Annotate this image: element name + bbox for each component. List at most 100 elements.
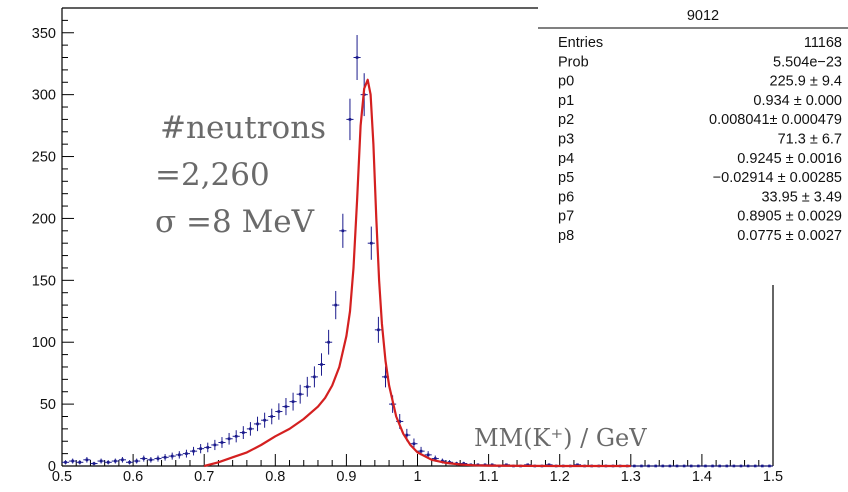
histogram-bin [211, 439, 219, 451]
x-axis-label: MM(K⁺) / GeV [474, 424, 647, 452]
annotation-group: #neutrons =2,260 σ =8 MeV [155, 110, 326, 240]
histogram-bin [125, 460, 134, 465]
histogram-bin [332, 290, 340, 320]
y-tick-label: 100 [32, 335, 56, 351]
histogram-bin [253, 416, 262, 432]
y-tick-label: 250 [32, 150, 56, 166]
histogram-bin [289, 392, 297, 411]
stats-row-value: 33.95 ± 3.49 [761, 189, 842, 205]
histogram-bin [659, 464, 667, 468]
histogram-bin [701, 464, 710, 468]
histogram-bin [353, 35, 361, 80]
histogram-bin [140, 455, 148, 462]
histogram-bin [645, 464, 653, 468]
histogram-bin [716, 464, 724, 468]
fit-line [203, 78, 631, 468]
stats-box-title: 9012 [687, 8, 719, 24]
histogram-bin [709, 464, 717, 468]
y-tick-label: 0 [48, 459, 56, 475]
histogram-bin [97, 458, 105, 464]
histogram-bin [147, 457, 155, 463]
x-tick-label: 1 [413, 469, 421, 485]
histogram-bin [83, 457, 91, 463]
stats-row-label: p3 [558, 132, 574, 148]
histogram-bin [730, 464, 738, 468]
histogram-bin [268, 408, 276, 425]
stats-row-label: p7 [558, 209, 574, 225]
stats-row-value: 0.0775 ± 0.0027 [737, 228, 842, 244]
stats-row-label: p4 [558, 151, 574, 167]
stats-row-value: 0.9245 ± 0.0016 [737, 151, 842, 167]
histogram-bin [90, 461, 98, 466]
histogram-bin [76, 460, 84, 465]
histogram-bin [111, 458, 119, 464]
histogram-bin [197, 444, 205, 454]
stats-row-label: p8 [558, 228, 574, 244]
histogram-bin [346, 98, 354, 141]
histogram-bin [367, 226, 375, 260]
stats-row-label: p6 [558, 189, 574, 205]
stats-row-value: 0.934 ± 0.000 [753, 93, 842, 109]
x-tick-label: 1.5 [763, 469, 783, 485]
histogram-bin [275, 403, 283, 420]
histogram-bin [374, 316, 382, 343]
histogram-bin [182, 449, 190, 458]
y-tick-label: 50 [40, 397, 56, 413]
histogram-bin [154, 455, 162, 462]
histogram-bin [744, 464, 752, 468]
y-tick-label: 350 [32, 26, 56, 42]
histogram-bin [339, 213, 347, 248]
histogram-bin [680, 464, 688, 468]
histogram-bin [175, 451, 183, 459]
histogram-bin [133, 458, 141, 464]
histogram-bin [239, 426, 247, 440]
histogram-bin [310, 366, 318, 388]
histogram-bin [118, 457, 126, 463]
histogram-bin [317, 353, 326, 376]
stats-row-value: −0.02914 ± 0.00285 [713, 170, 842, 186]
histogram-bin [673, 464, 681, 468]
annotation-neutrons-label: #neutrons [160, 110, 326, 146]
histogram-bin [62, 460, 70, 465]
histogram-bin [303, 376, 311, 397]
stats-row-label: Entries [558, 35, 603, 51]
histogram-bin [737, 464, 745, 468]
histogram-bin [630, 464, 638, 468]
x-tick-label: 0.5 [52, 469, 72, 485]
stats-row-value: 5.504e−23 [773, 54, 842, 70]
stats-row-value: 11168 [804, 35, 842, 51]
x-tick-label: 1.3 [621, 469, 641, 485]
histogram-bin [758, 464, 766, 468]
histogram-bin [687, 464, 695, 468]
histogram-bin [296, 384, 304, 404]
plot-axes: 0.5 0.6 0.7 0.8 0.9 1 1.1 1.2 1.3 1.4 1.5 0 50 100 150… [32, 7, 783, 485]
stats-row-value: 0.8905 ± 0.0029 [737, 209, 842, 225]
stats-box: 9012 Entries 11168 Prob 5.504e−23 p0 225.9 ± 9… [538, 0, 848, 285]
x-tick-label: 1.1 [479, 469, 499, 485]
annotation-neutrons-count: =2,260 [155, 157, 270, 193]
histogram-bin [261, 412, 269, 428]
x-tick-label: 0.9 [336, 469, 356, 485]
x-tick-label: 1.2 [550, 469, 570, 485]
x-tick-label: 1.4 [692, 469, 712, 485]
histogram-bin [232, 430, 240, 443]
histogram-bin [637, 464, 646, 468]
stats-row-value: 225.9 ± 9.4 [770, 74, 842, 90]
histogram-bin [69, 458, 77, 464]
histogram-bin [225, 432, 233, 445]
stats-row-value: 0.008041± 0.000479 [709, 112, 842, 128]
annotation-sigma: σ =8 MeV [155, 204, 315, 240]
histogram-bin [325, 329, 333, 355]
x-tick-label: 0.8 [265, 469, 285, 485]
stats-row-value: 71.3 ± 6.7 [778, 132, 842, 148]
histogram-bin [751, 464, 759, 468]
histogram-bin [694, 464, 702, 468]
histogram-bin [666, 464, 674, 468]
histogram-bin [104, 460, 112, 465]
histogram-bin [723, 464, 731, 468]
y-tick-label: 150 [32, 273, 56, 289]
x-tick-label: 0.7 [194, 469, 214, 485]
stats-row-label: p0 [558, 74, 574, 90]
histogram-bin [218, 437, 226, 448]
